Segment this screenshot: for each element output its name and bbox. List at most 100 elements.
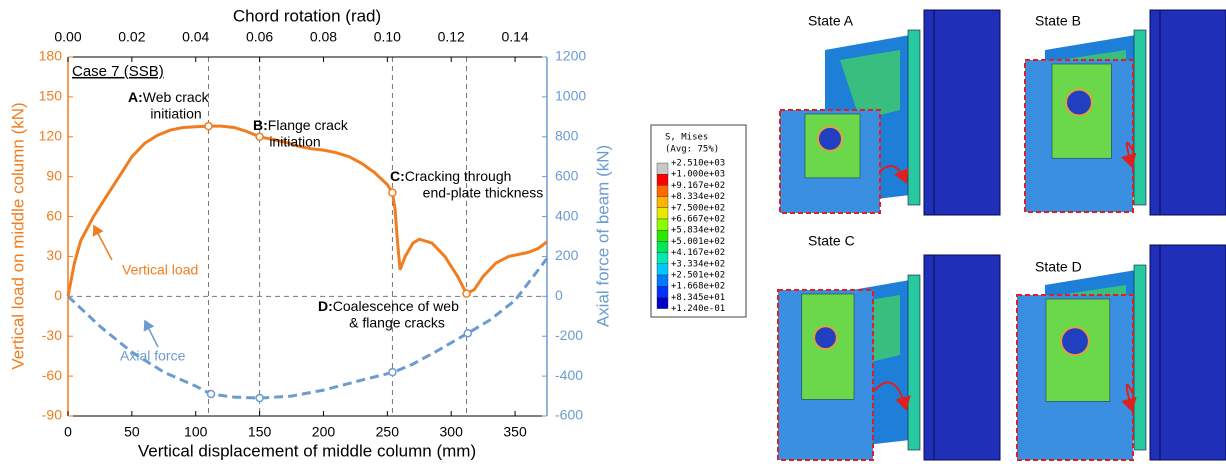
column <box>1150 10 1226 215</box>
x-tick-label: 350 <box>503 424 527 440</box>
annotation-text: Web crack <box>143 89 210 105</box>
label-arrow <box>145 321 158 347</box>
annotation-label: D: <box>318 298 333 314</box>
bolt <box>1061 327 1089 355</box>
legend-swatch <box>657 241 668 252</box>
legend-level: +1.240e-01 <box>671 304 725 314</box>
x2-tick-label: 0.10 <box>374 29 401 45</box>
bolt <box>1066 90 1092 116</box>
x2-tick-label: 0.00 <box>54 29 81 45</box>
x2-axis-title: Chord rotation (rad) <box>233 6 381 25</box>
annotation-text: Flange crack <box>268 117 349 133</box>
annotation-label: B: <box>253 117 268 133</box>
annotation: B:Flange crack <box>253 117 349 133</box>
x-tick-label: 100 <box>184 424 208 440</box>
legend-level: +7.500e+02 <box>671 203 725 213</box>
legend-title: S, Mises <box>665 133 708 143</box>
legend-swatch <box>657 197 668 208</box>
point-marker <box>464 330 471 337</box>
x-tick-label: 250 <box>376 424 400 440</box>
series-label: Axial force <box>120 348 186 364</box>
legend-level: +9.167e+02 <box>671 181 725 191</box>
y-tick-label: 0 <box>54 287 62 303</box>
state-label: State B <box>1035 13 1081 29</box>
legend-level: +3.334e+02 <box>671 259 725 269</box>
y2-tick-label: 400 <box>555 207 579 223</box>
point-marker <box>256 133 263 140</box>
end-plate <box>908 30 920 205</box>
end-plate <box>1134 30 1146 205</box>
annotation-label: C: <box>390 168 405 184</box>
point-marker <box>205 123 212 130</box>
y-tick-label: -90 <box>42 407 62 423</box>
annotation-label: A: <box>128 89 143 105</box>
y2-tick-label: 0 <box>555 287 563 303</box>
annotation: A:Web crack <box>128 89 210 105</box>
case-label: Case 7 (SSB) <box>72 63 164 80</box>
x2-tick-label: 0.02 <box>118 29 145 45</box>
legend-level: +6.667e+02 <box>671 215 725 225</box>
series-label: Vertical load <box>122 262 198 278</box>
legend-level: +8.345e+01 <box>671 293 725 303</box>
annotation-text: & flange cracks <box>349 315 445 331</box>
x2-tick-label: 0.06 <box>246 29 273 45</box>
legend-swatch <box>657 208 668 219</box>
y-axis-title: Vertical load on middle column (kN) <box>8 102 27 369</box>
y-tick-label: 120 <box>39 127 63 143</box>
y-tick-label: 60 <box>46 207 62 223</box>
point-marker <box>463 290 470 297</box>
legend-level: +2.510e+03 <box>671 159 725 169</box>
label-arrow <box>94 226 112 260</box>
legend-swatch <box>657 275 668 286</box>
y2-axis-title: Axial force of beam (kN) <box>593 145 612 327</box>
column <box>1150 245 1226 460</box>
contour-legend: S, Mises (Avg: 75%) +2.510e+03+1.000e+03… <box>651 125 746 317</box>
legend-swatch <box>657 185 668 196</box>
y2-tick-label: 1200 <box>555 48 586 64</box>
x2-tick-label: 0.08 <box>310 29 337 45</box>
figure: Chord rotation (rad) Vertical displaceme… <box>0 0 1226 464</box>
point-marker <box>389 369 396 376</box>
legend-swatch <box>657 264 668 275</box>
bolt <box>818 127 842 151</box>
annotation-text: end-plate thickness <box>423 185 544 201</box>
bolt <box>814 326 837 349</box>
fe-panel: State A <box>780 10 1000 215</box>
state-label: State A <box>808 13 854 29</box>
legend-level: +4.167e+02 <box>671 248 725 258</box>
y-tick-label: 150 <box>39 88 63 104</box>
x-tick-label: 0 <box>64 424 72 440</box>
annotation-text: Cracking through <box>405 168 512 184</box>
y2-tick-label: -400 <box>555 367 583 383</box>
legend-subtitle: (Avg: 75%) <box>665 145 719 155</box>
column <box>924 255 1000 460</box>
legend-level: +1.668e+02 <box>671 282 725 292</box>
y2-tick-label: 800 <box>555 127 579 143</box>
x-tick-label: 200 <box>312 424 336 440</box>
x2-tick-label: 0.12 <box>438 29 465 45</box>
y-tick-label: 180 <box>39 48 63 64</box>
annotation-text: initiation <box>269 134 320 150</box>
y-tick-label: -30 <box>42 327 62 343</box>
fe-panel: State B <box>1025 10 1226 215</box>
column <box>924 10 1000 215</box>
legend-level: +5.834e+02 <box>671 226 725 236</box>
legend-swatch <box>657 297 668 308</box>
legend-swatch <box>657 163 668 174</box>
y2-tick-label: 200 <box>555 247 579 263</box>
series-line <box>68 258 547 398</box>
y2-tick-label: 1000 <box>555 88 586 104</box>
annotation-text: Coalescence of web <box>333 298 459 314</box>
y2-tick-label: -600 <box>555 407 583 423</box>
y-tick-label: 30 <box>46 247 62 263</box>
x-tick-label: 300 <box>440 424 464 440</box>
y-tick-label: -60 <box>42 367 62 383</box>
legend-level: +1.000e+03 <box>671 170 725 180</box>
annotation: C:Cracking through <box>390 168 511 184</box>
legend-swatch <box>657 253 668 264</box>
y-tick-label: 90 <box>46 167 62 183</box>
legend-level: +5.001e+02 <box>671 237 725 247</box>
point-marker <box>389 189 396 196</box>
legend-level: +8.334e+02 <box>671 192 725 202</box>
fe-panel: State D <box>1017 245 1226 460</box>
